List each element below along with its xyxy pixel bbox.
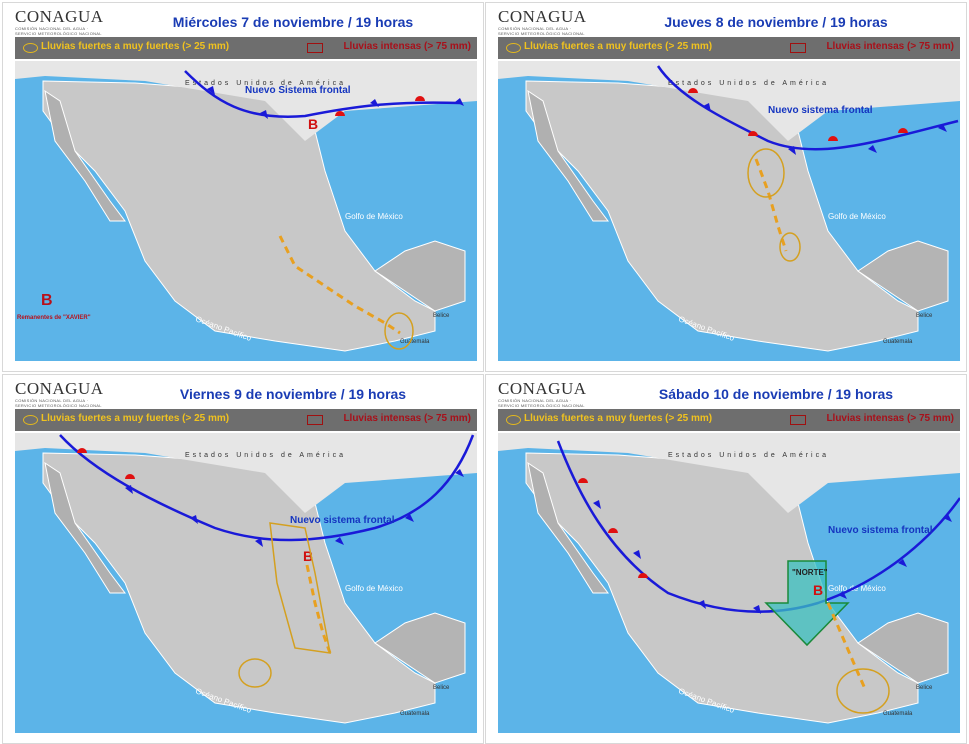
svg-text:Estados Unidos de América: Estados Unidos de América bbox=[185, 80, 346, 87]
conagua-logo: CONAGUA COMISIÓN NACIONAL DEL AGUA · SER… bbox=[498, 7, 587, 36]
svg-text:B: B bbox=[308, 116, 318, 132]
intense-rain-rect-icon bbox=[790, 415, 806, 425]
svg-text:Guatemala: Guatemala bbox=[883, 711, 913, 717]
svg-text:Remanentes de "XAVIER": Remanentes de "XAVIER" bbox=[17, 315, 91, 321]
svg-text:Belice: Belice bbox=[916, 313, 933, 319]
conagua-logo: CONAGUA COMISIÓN NACIONAL DEL AGUA · SER… bbox=[15, 7, 104, 36]
svg-text:Golfo de México: Golfo de México bbox=[345, 584, 403, 593]
panel-title: Jueves 8 de noviembre / 19 horas bbox=[664, 14, 888, 30]
baja-california bbox=[44, 89, 126, 222]
svg-text:Guatemala: Guatemala bbox=[400, 711, 430, 717]
intense-rain-rect-icon bbox=[307, 43, 323, 53]
strong-rain-oval-icon bbox=[506, 43, 521, 53]
conagua-logo: CONAGUA COMISIÓN NACIONAL DEL AGUA · SER… bbox=[498, 379, 587, 408]
forecast-panel-2: CONAGUA COMISIÓN NACIONAL DEL AGUA · SER… bbox=[485, 2, 967, 372]
legend-bar: Lluvias fuertes a muy fuertes (> 25 mm) … bbox=[498, 409, 960, 431]
svg-text:B: B bbox=[303, 548, 313, 564]
panel-title: Viernes 9 de noviembre / 19 horas bbox=[179, 386, 407, 402]
strong-rain-oval-icon bbox=[23, 43, 38, 53]
legend-bar: Lluvias fuertes a muy fuertes (> 25 mm) … bbox=[498, 37, 960, 59]
svg-text:Nuevo sistema frontal: Nuevo sistema frontal bbox=[828, 525, 933, 536]
legend-bar: Lluvias fuertes a muy fuertes (> 25 mm) … bbox=[15, 409, 477, 431]
legend-bar: Lluvias fuertes a muy fuertes (> 25 mm) … bbox=[15, 37, 477, 59]
weather-map: Estados Unidos de América Golfo de Méxic… bbox=[15, 433, 477, 733]
forecast-panel-1: CONAGUA COMISIÓN NACIONAL DEL AGUA · SER… bbox=[2, 2, 484, 372]
svg-text:Belice: Belice bbox=[916, 685, 933, 691]
intense-rain-rect-icon bbox=[307, 415, 323, 425]
svg-text:Estados Unidos de América: Estados Unidos de América bbox=[668, 452, 829, 459]
svg-text:Nuevo sistema frontal: Nuevo sistema frontal bbox=[768, 105, 873, 116]
svg-text:Guatemala: Guatemala bbox=[400, 339, 430, 345]
svg-text:Guatemala: Guatemala bbox=[883, 339, 913, 345]
yucatan bbox=[374, 240, 466, 312]
cold-front-line bbox=[184, 70, 461, 118]
weather-map: Estados Unidos de América Golfo de Méxic… bbox=[498, 61, 960, 361]
svg-text:Nuevo Sistema frontal: Nuevo Sistema frontal bbox=[245, 85, 351, 96]
intense-rain-rect-icon bbox=[790, 43, 806, 53]
svg-text:Golfo de México: Golfo de México bbox=[828, 212, 886, 221]
panel-title: Miércoles 7 de noviembre / 19 horas bbox=[172, 14, 414, 30]
forecast-panel-4: CONAGUA COMISIÓN NACIONAL DEL AGUA · SER… bbox=[485, 374, 967, 744]
svg-text:Belice: Belice bbox=[433, 685, 450, 691]
svg-text:B: B bbox=[813, 582, 823, 598]
svg-text:Belice: Belice bbox=[433, 313, 450, 319]
rain-band bbox=[278, 235, 401, 335]
strong-rain-oval-icon bbox=[23, 415, 38, 425]
norte-arrow bbox=[764, 560, 850, 647]
forecast-panel-3: CONAGUA COMISIÓN NACIONAL DEL AGUA · SER… bbox=[2, 374, 484, 744]
weather-map: Estados Unidos de América Golfo de Méxic… bbox=[15, 61, 477, 361]
panel-title: Sábado 10 de noviembre / 19 horas bbox=[658, 386, 894, 402]
svg-text:Estados Unidos de América: Estados Unidos de América bbox=[668, 80, 829, 87]
svg-text:Golfo de México: Golfo de México bbox=[828, 584, 886, 593]
svg-text:Nuevo sistema frontal: Nuevo sistema frontal bbox=[290, 515, 395, 526]
conagua-logo: CONAGUA COMISIÓN NACIONAL DEL AGUA · SER… bbox=[15, 379, 104, 408]
weather-map: Estados Unidos de América Golfo de Méxic… bbox=[498, 433, 960, 733]
strong-rain-oval-icon bbox=[506, 415, 521, 425]
usa-land bbox=[15, 61, 477, 141]
svg-text:B: B bbox=[41, 292, 53, 309]
svg-text:"NORTE": "NORTE" bbox=[792, 568, 828, 577]
svg-text:Estados Unidos de América: Estados Unidos de América bbox=[185, 452, 346, 459]
svg-text:Golfo de México: Golfo de México bbox=[345, 212, 403, 221]
